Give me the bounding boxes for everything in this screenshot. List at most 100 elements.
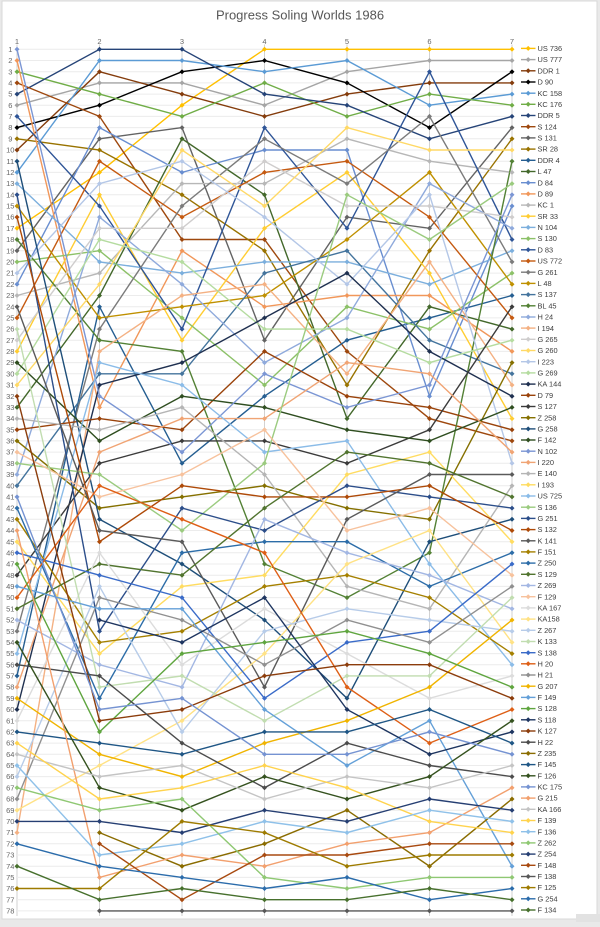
svg-text:19: 19 [6, 246, 14, 255]
svg-text:54: 54 [6, 638, 14, 647]
svg-text:G 254: G 254 [538, 894, 558, 903]
svg-text:US 736: US 736 [538, 44, 563, 53]
svg-text:12: 12 [6, 168, 14, 177]
svg-text:62: 62 [6, 728, 14, 737]
svg-text:2: 2 [8, 56, 12, 65]
svg-text:64: 64 [6, 750, 14, 759]
svg-text:US 772: US 772 [538, 257, 563, 266]
svg-text:E 140: E 140 [538, 469, 557, 478]
svg-text:K 127: K 127 [538, 727, 557, 736]
svg-text:51: 51 [6, 604, 14, 613]
svg-text:9: 9 [8, 134, 12, 143]
svg-text:KC 176: KC 176 [538, 100, 563, 109]
svg-text:D 83: D 83 [538, 245, 554, 254]
svg-text:38: 38 [6, 459, 14, 468]
svg-text:14: 14 [6, 190, 14, 199]
svg-text:F 134: F 134 [538, 906, 557, 915]
svg-text:KC 1: KC 1 [538, 201, 554, 210]
svg-text:28: 28 [6, 347, 14, 356]
svg-text:F 145: F 145 [538, 760, 557, 769]
svg-text:78: 78 [6, 907, 14, 916]
svg-text:S 128: S 128 [538, 704, 557, 713]
svg-text:6: 6 [8, 101, 12, 110]
svg-text:D 84: D 84 [538, 178, 554, 187]
svg-text:33: 33 [6, 403, 14, 412]
svg-text:68: 68 [6, 795, 14, 804]
svg-text:74: 74 [6, 862, 14, 871]
svg-text:1: 1 [8, 45, 12, 54]
svg-text:G 260: G 260 [538, 346, 558, 355]
svg-text:KA158: KA158 [538, 615, 560, 624]
svg-text:22: 22 [6, 280, 14, 289]
svg-text:F 138: F 138 [538, 872, 557, 881]
svg-text:67: 67 [6, 783, 14, 792]
svg-text:S 131: S 131 [538, 134, 557, 143]
svg-text:46: 46 [6, 548, 14, 557]
svg-text:4: 4 [8, 79, 12, 88]
svg-text:H 21: H 21 [538, 671, 554, 680]
svg-text:48: 48 [6, 571, 14, 580]
svg-text:H 22: H 22 [538, 738, 554, 747]
svg-text:F 129: F 129 [538, 592, 557, 601]
svg-text:65: 65 [6, 761, 14, 770]
svg-text:70: 70 [6, 817, 14, 826]
svg-text:2: 2 [97, 37, 101, 46]
svg-text:F 151: F 151 [538, 548, 557, 557]
svg-text:26: 26 [6, 325, 14, 334]
svg-text:KC 175: KC 175 [538, 783, 563, 792]
svg-text:K 141: K 141 [538, 536, 557, 545]
svg-text:I 220: I 220 [538, 458, 554, 467]
svg-text:10: 10 [6, 146, 14, 155]
svg-text:KA 144: KA 144 [538, 380, 562, 389]
svg-text:L 47: L 47 [538, 167, 552, 176]
svg-text:13: 13 [6, 179, 14, 188]
svg-text:35: 35 [6, 425, 14, 434]
svg-text:S 132: S 132 [538, 525, 557, 534]
svg-text:17: 17 [6, 224, 14, 233]
svg-text:F 142: F 142 [538, 436, 557, 445]
svg-text:6: 6 [427, 37, 431, 46]
svg-text:5: 5 [8, 90, 12, 99]
svg-text:Z 250: Z 250 [538, 559, 557, 568]
svg-text:75: 75 [6, 873, 14, 882]
svg-text:F 126: F 126 [538, 771, 557, 780]
svg-text:L 48: L 48 [538, 279, 552, 288]
svg-text:40: 40 [6, 481, 14, 490]
svg-text:36: 36 [6, 437, 14, 446]
svg-text:I 223: I 223 [538, 357, 554, 366]
svg-text:F 149: F 149 [538, 693, 557, 702]
svg-text:F 139: F 139 [538, 816, 557, 825]
svg-text:Z 235: Z 235 [538, 749, 557, 758]
svg-text:K 133: K 133 [538, 637, 557, 646]
svg-text:S 129: S 129 [538, 570, 557, 579]
svg-text:3: 3 [180, 37, 184, 46]
svg-text:KA 166: KA 166 [538, 805, 562, 814]
svg-text:N 102: N 102 [538, 447, 558, 456]
svg-text:18: 18 [6, 235, 14, 244]
svg-text:24: 24 [6, 302, 14, 311]
svg-text:8: 8 [8, 123, 12, 132]
svg-text:F 136: F 136 [538, 827, 557, 836]
svg-text:60: 60 [6, 705, 14, 714]
svg-text:S 127: S 127 [538, 402, 557, 411]
svg-text:49: 49 [6, 582, 14, 591]
svg-text:Z 262: Z 262 [538, 839, 557, 848]
svg-text:Z 267: Z 267 [538, 626, 557, 635]
svg-text:53: 53 [6, 627, 14, 636]
svg-text:1: 1 [15, 37, 19, 46]
svg-text:31: 31 [6, 381, 14, 390]
svg-text:34: 34 [6, 414, 14, 423]
svg-text:G 207: G 207 [538, 682, 558, 691]
svg-text:55: 55 [6, 649, 14, 658]
svg-text:KC 158: KC 158 [538, 89, 563, 98]
svg-text:G 269: G 269 [538, 369, 558, 378]
svg-text:G 265: G 265 [538, 335, 558, 344]
svg-text:I 193: I 193 [538, 480, 554, 489]
svg-text:63: 63 [6, 739, 14, 748]
svg-text:69: 69 [6, 806, 14, 815]
svg-text:30: 30 [6, 369, 14, 378]
svg-text:DDR 5: DDR 5 [538, 111, 560, 120]
svg-text:72: 72 [6, 839, 14, 848]
svg-text:21: 21 [6, 269, 14, 278]
svg-text:43: 43 [6, 515, 14, 524]
